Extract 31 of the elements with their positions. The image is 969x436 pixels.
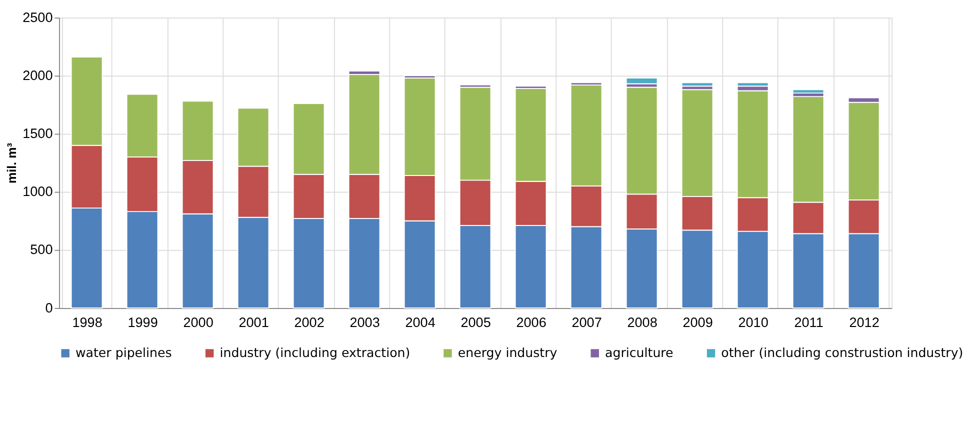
y-tick-label: 500 [30, 242, 53, 258]
y-tick-label: 2000 [22, 68, 53, 83]
y-axis-title: mil. m³ [4, 142, 19, 184]
x-tick-label: 2003 [350, 314, 380, 330]
y-tick-label: 1000 [22, 184, 53, 200]
x-tick-label: 2011 [794, 314, 824, 330]
x-tick-label: 2005 [460, 314, 491, 330]
x-tick-label: 2000 [183, 314, 214, 330]
x-tick-label: 1998 [72, 314, 102, 330]
legend-label: industry (including extraction) [220, 345, 410, 360]
y-tick-label: 2500 [22, 10, 53, 25]
x-tick-label: 2007 [572, 314, 602, 330]
y-tick-label: 0 [45, 300, 53, 316]
x-tick-label: 1999 [128, 314, 158, 330]
bar [626, 77, 658, 84]
legend-label: other (including construstion industry) [721, 345, 964, 360]
legend-label: agriculture [605, 345, 674, 360]
legend-label: water pipelines [76, 345, 172, 360]
x-tick-label: 2010 [738, 314, 768, 330]
x-tick-label: 2012 [849, 314, 880, 330]
x-tick-label: 2008 [627, 314, 658, 330]
x-tick-label: 2001 [238, 314, 269, 330]
bar [792, 89, 824, 94]
x-tick-label: 2004 [405, 314, 436, 330]
y-tick-label: 1500 [22, 126, 53, 142]
x-tick-label: 2009 [682, 314, 713, 330]
bar [681, 82, 714, 87]
x-tick-label: 2006 [516, 314, 546, 330]
bar [736, 82, 769, 87]
legend-label: energy industry [458, 345, 558, 360]
x-tick-label: 2002 [294, 314, 324, 330]
